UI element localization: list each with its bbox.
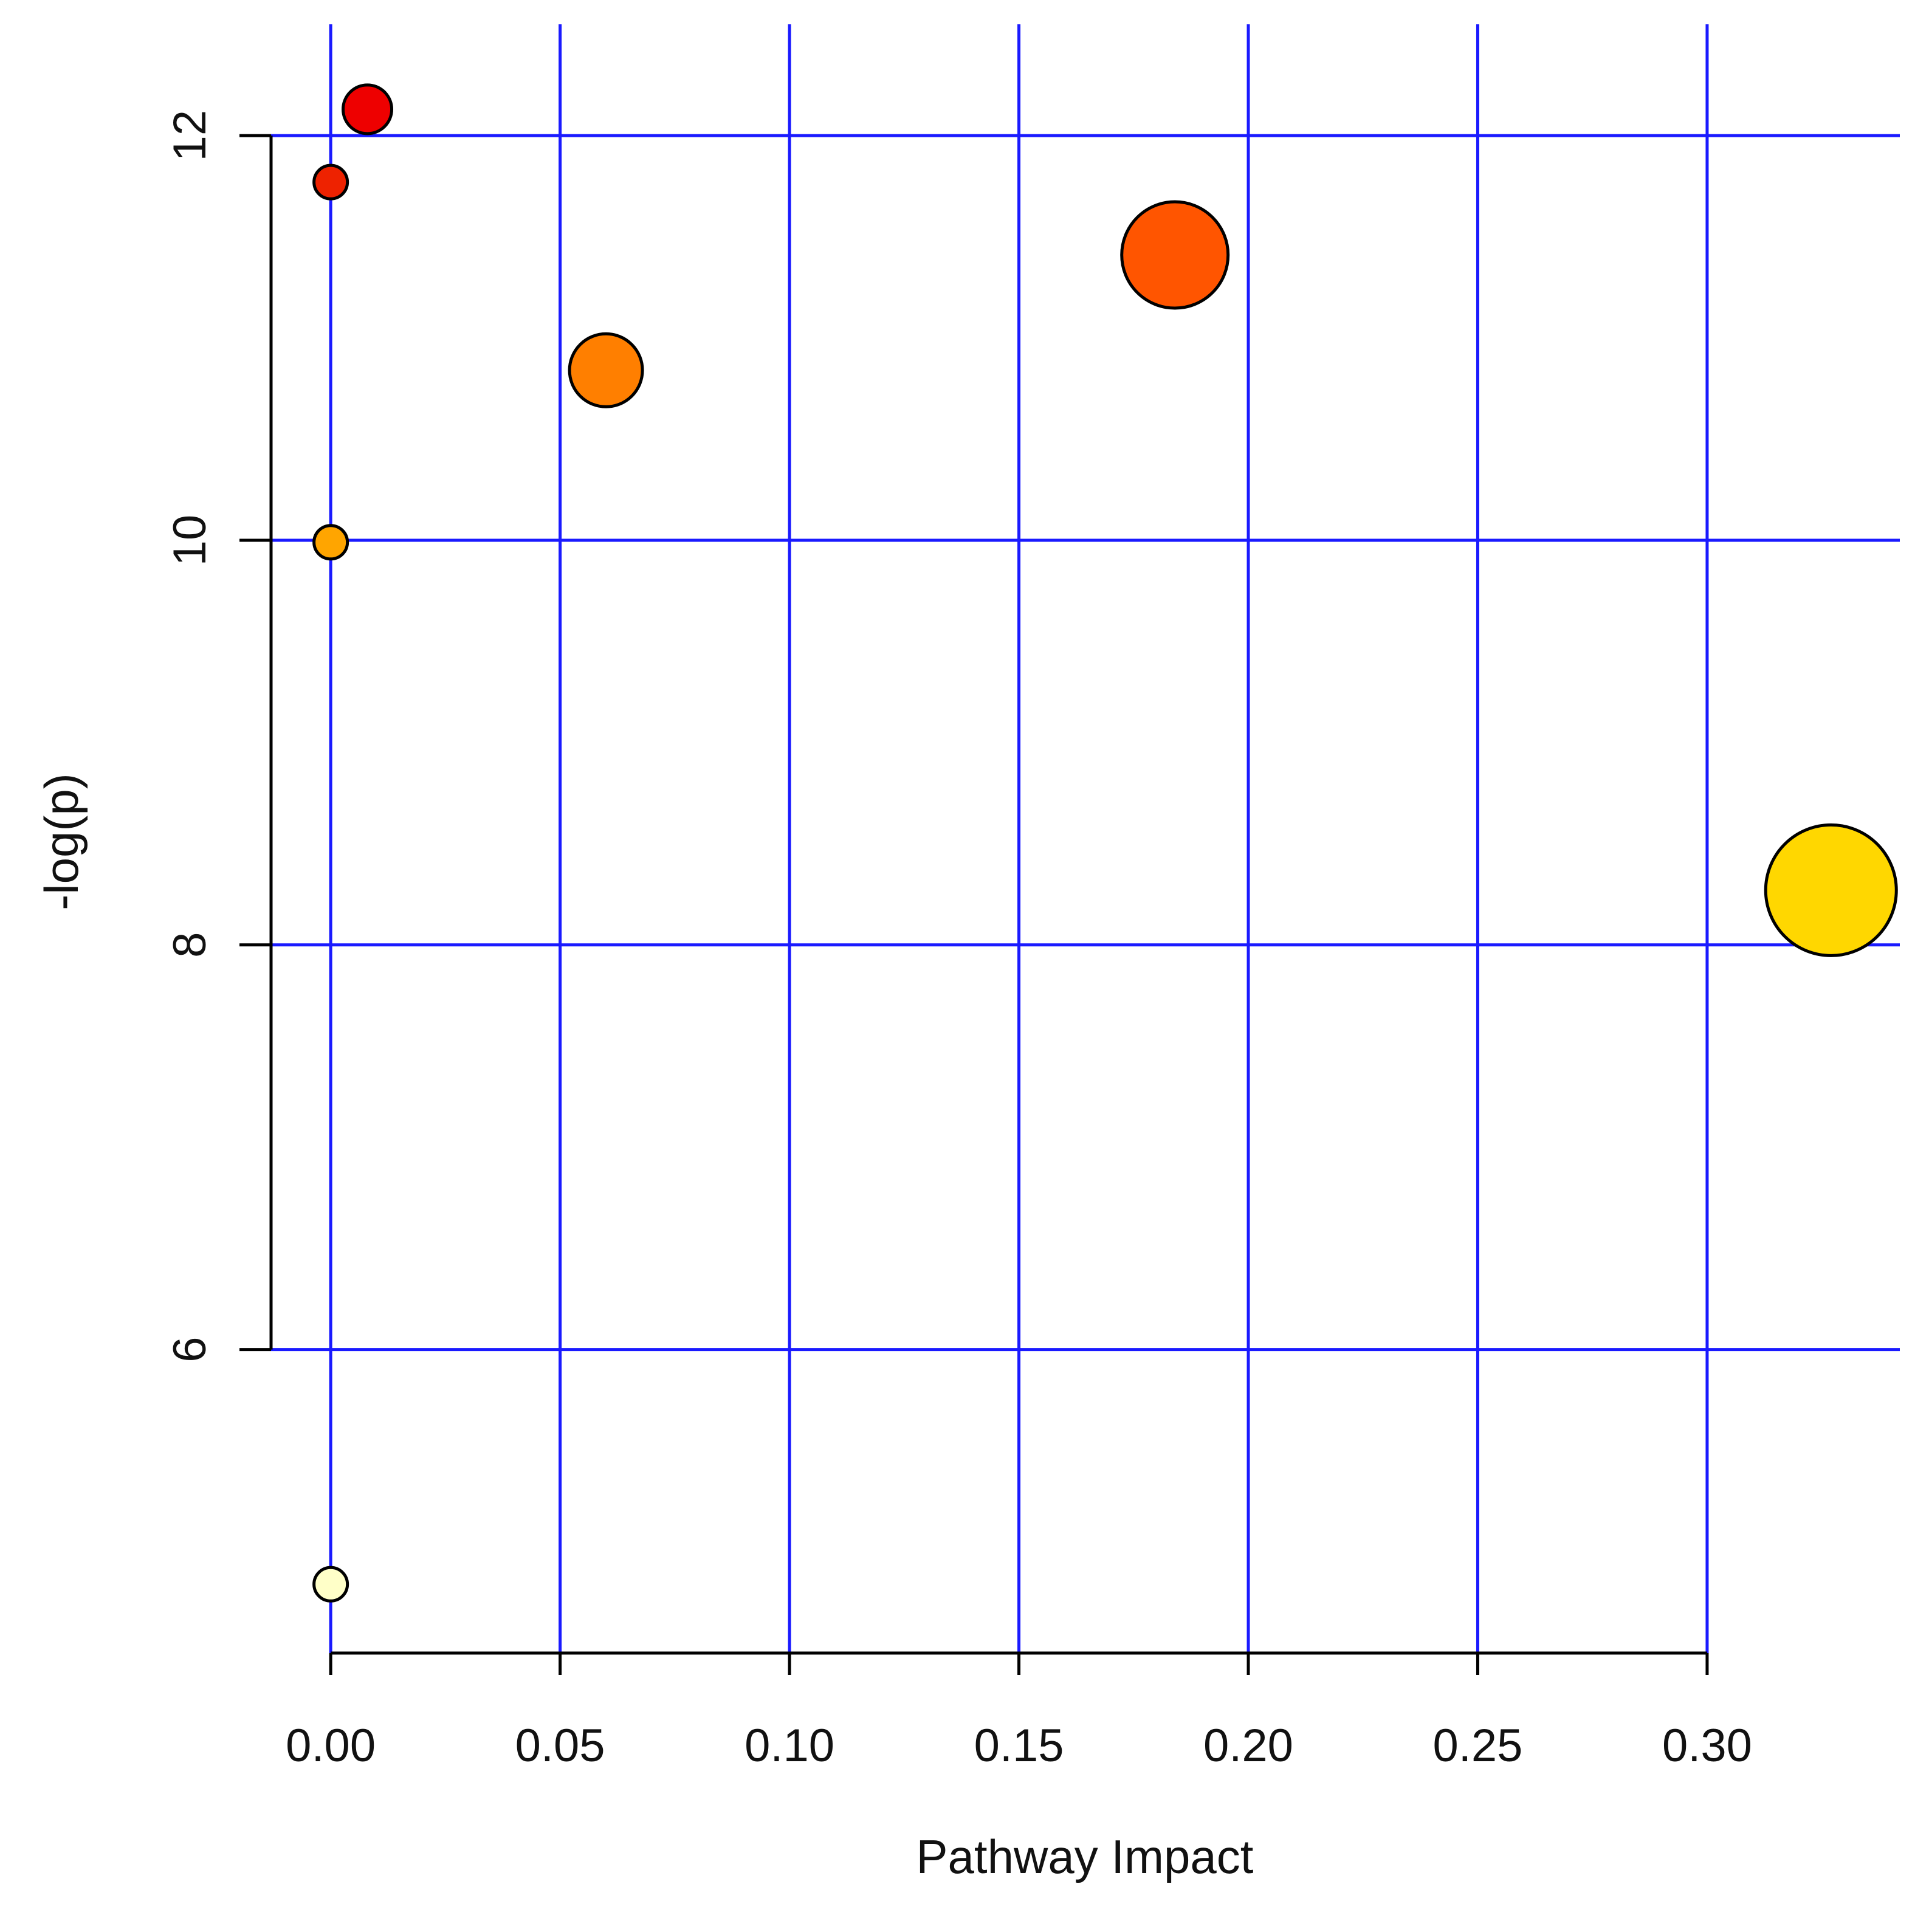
data-point-bubble[interactable] — [312, 1566, 349, 1603]
data-point-bubble[interactable] — [1120, 200, 1230, 310]
y-tick-label: 12 — [164, 110, 216, 162]
data-point-bubble[interactable] — [312, 524, 349, 561]
data-point-bubble[interactable] — [342, 83, 394, 136]
x-axis-title: Pathway Impact — [916, 1830, 1254, 1883]
data-point-bubble[interactable] — [568, 332, 644, 408]
y-tick-label: 6 — [164, 1336, 216, 1362]
y-axis-title: -log(p) — [35, 773, 88, 910]
x-tick-label: 0.15 — [974, 1720, 1064, 1772]
data-point-bubble[interactable] — [312, 163, 349, 201]
x-tick-label: 0.05 — [515, 1720, 605, 1772]
x-tick-label: 0.20 — [1203, 1720, 1293, 1772]
x-tick-label: 0.25 — [1433, 1720, 1523, 1772]
axes: 0.00 0.05 0.10 0.15 0.20 0.25 0.30 6 8 10 12 — [164, 110, 1752, 1772]
data-point-bubble[interactable] — [1764, 823, 1898, 957]
x-tick-label: 0.10 — [744, 1720, 834, 1772]
axis-labels: Pathway Impact -log(p) — [35, 773, 1254, 1883]
y-tick-label: 10 — [164, 515, 216, 566]
x-tick-label: 0.00 — [286, 1720, 376, 1772]
data-points — [312, 83, 1898, 1603]
x-tick-label: 0.30 — [1662, 1720, 1752, 1772]
y-tick-label: 8 — [164, 932, 216, 958]
grid-lines — [271, 24, 1900, 1653]
